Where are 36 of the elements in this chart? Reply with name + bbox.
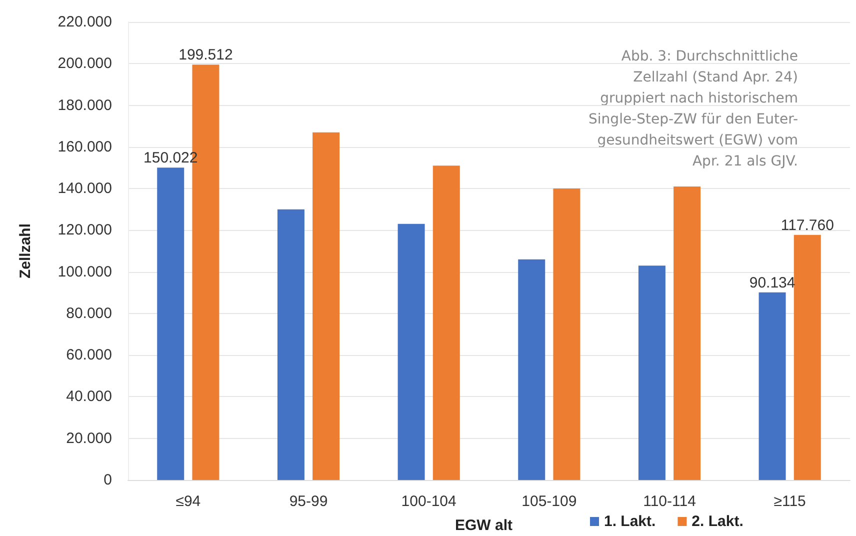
legend-label: 1. Lakt. [604, 513, 656, 530]
legend-label: 2. Lakt. [692, 513, 744, 530]
y-axis-title: Zellzahl [17, 223, 34, 279]
y-tick-label: 140.000 [58, 180, 112, 198]
bar [794, 234, 821, 480]
bar [312, 132, 340, 480]
y-tick-label: 40.000 [66, 388, 112, 406]
y-tick-label: 20.000 [66, 430, 112, 447]
x-tick-label: 95-99 [289, 493, 328, 510]
y-tick-label: 220.000 [58, 14, 112, 30]
bar [674, 186, 701, 480]
y-tick-label: 180.000 [58, 96, 112, 114]
y-tick-label: 80.000 [66, 304, 112, 322]
x-tick-label: 110-114 [643, 493, 696, 510]
x-tick-label: ≤94 [176, 493, 201, 510]
data-label: 117.760 [780, 216, 834, 234]
x-tick-label: ≥115 [774, 493, 806, 510]
y-tick-label: 200.000 [58, 55, 112, 72]
y-tick-label: 160.000 [58, 138, 112, 156]
x-axis-title: EGW alt [455, 517, 513, 534]
bar [553, 188, 580, 480]
x-tick-label: 100-104 [401, 493, 456, 510]
y-tick-label: 120.000 [58, 222, 112, 239]
bar [638, 266, 666, 480]
bar [277, 209, 304, 480]
x-tick-label: 105-109 [522, 493, 577, 510]
data-label: 199.512 [178, 46, 233, 64]
y-tick-label: 100.000 [58, 263, 112, 280]
bar [518, 259, 546, 480]
y-tick-label: 60.000 [66, 346, 112, 364]
bar [398, 224, 425, 480]
bar [157, 168, 184, 480]
annotation: Abb. 3: Durchschnittliche Zellzahl (Stand Apr. 24) gruppiert nach historischem Single-Step-ZW für den Euter- gesundheitswert (EGW) vom Apr. 21 als GJV. [588, 48, 798, 170]
y-tick-label: 0 [104, 472, 112, 488]
bar [758, 292, 786, 480]
bar [432, 166, 460, 480]
